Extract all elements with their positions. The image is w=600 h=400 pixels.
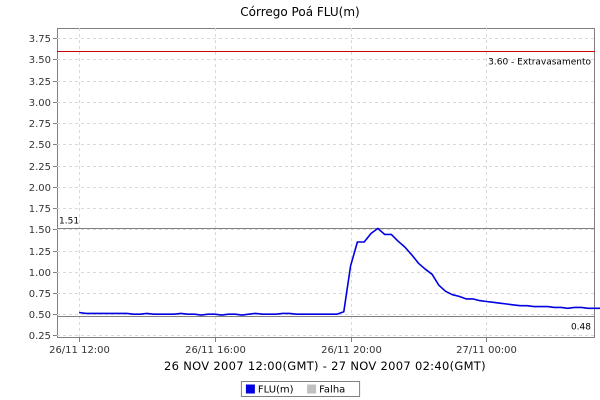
y-tick-label: 3.00 — [29, 98, 51, 109]
legend-label: FLU(m) — [258, 385, 294, 396]
threshold-label: 3.60 - Extravasamento — [488, 58, 591, 68]
legend: FLU(m) Falha — [240, 381, 361, 397]
series-layer — [78, 227, 600, 316]
y-tick-label: 2.50 — [29, 140, 51, 151]
y-tick-label: 2.25 — [29, 162, 51, 173]
plot-background — [57, 28, 595, 338]
x-axis-label: 26 NOV 2007 12:00(GMT) - 27 NOV 2007 02:… — [164, 359, 486, 373]
y-tick-label: 1.25 — [29, 247, 51, 258]
y-tick-label: 0.50 — [29, 310, 51, 321]
legend-box — [240, 381, 361, 397]
threshold-label: 0.48 — [571, 323, 591, 333]
legend-swatch — [307, 384, 317, 394]
legend-swatch — [245, 384, 255, 394]
y-tick-label: 0.75 — [29, 289, 51, 300]
y-tick-label: 2.00 — [29, 183, 51, 194]
threshold-markers: 3.60 - Extravasamento 1.51 0.48 — [57, 51, 595, 333]
y-tick-label: 1.50 — [29, 225, 51, 236]
grid-lines — [57, 28, 595, 338]
y-tick-label: 1.75 — [29, 204, 51, 215]
x-tick-label: 26/11 16:00 — [185, 345, 246, 356]
chart-title: Córrego Poá FLU(m) — [240, 5, 359, 19]
y-tick-label: 2.75 — [29, 119, 51, 130]
y-tick-label: 0.25 — [29, 331, 51, 342]
series-line — [78, 227, 600, 316]
threshold-label: 1.51 — [59, 217, 79, 227]
y-tick-label: 3.50 — [29, 55, 51, 66]
x-tick-label: 26/11 12:00 — [49, 345, 110, 356]
legend-label: Falha — [319, 385, 345, 396]
y-axis: 0.25 0.50 0.75 1.00 1.25 1.50 1.75 2.00 2.25 2.50… — [29, 34, 57, 342]
x-tick-label: 26/11 20:00 — [321, 345, 382, 356]
x-tick-label: 27/11 00:00 — [456, 345, 517, 356]
y-tick-label: 3.75 — [29, 34, 51, 45]
y-tick-label: 3.25 — [29, 77, 51, 88]
plot-area: 3.60 - Extravasamento 1.51 0.48 — [57, 28, 600, 338]
x-axis: 26/11 12:00 26/11 16:00 26/11 20:00 27/11 0… — [49, 338, 517, 356]
y-tick-label: 1.00 — [29, 268, 51, 279]
